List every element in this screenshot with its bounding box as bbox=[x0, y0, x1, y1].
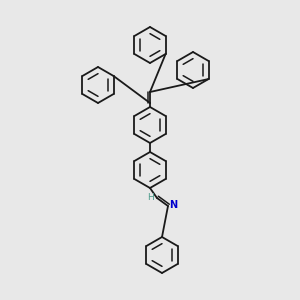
Text: N: N bbox=[169, 200, 177, 210]
Text: H: H bbox=[147, 193, 153, 202]
